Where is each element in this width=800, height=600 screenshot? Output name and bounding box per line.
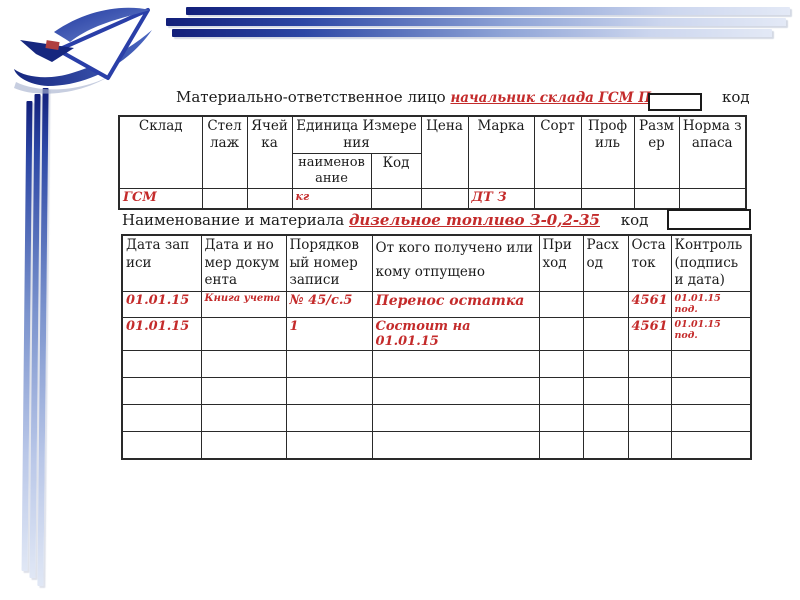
t2-r1-serial: № 45/с.5	[285, 290, 373, 318]
t2-r2-doc	[200, 316, 287, 351]
top-gradient-bar-1	[186, 7, 790, 15]
material-name-line: Наименование и материала дизельное топли…	[122, 211, 648, 229]
t2-r1-balance: 4561	[627, 290, 672, 318]
t1-header-rack: Стеллаж	[201, 115, 248, 190]
t1-value-cell	[246, 188, 293, 210]
t2-empty-row	[121, 430, 752, 460]
t2-header-balance: Остаток	[627, 234, 672, 292]
t1-value-unit-name: кг	[291, 188, 372, 210]
logo-lower-swoosh	[14, 30, 152, 86]
t2-empty-row	[121, 349, 752, 378]
material-name-label: Наименование и материала	[122, 211, 345, 229]
top-gradient-bar-2	[166, 18, 786, 26]
t1-header-cell: Ячейка	[246, 115, 293, 190]
t1-value-grade	[533, 188, 582, 210]
t2-empty-row	[121, 403, 752, 432]
logo-shadow-swoosh	[14, 72, 116, 94]
t1-value-size	[633, 188, 680, 210]
code-label-2: код	[620, 211, 649, 229]
t1-header-stock-norm: Норма запаса	[678, 115, 747, 190]
responsible-person-label: Материально-ответственное лицо	[176, 88, 446, 106]
t1-header-grade: Сорт	[533, 115, 582, 190]
t1-data-row: ГСМ кг ДТ З	[118, 188, 747, 210]
t2-header-counterparty: От кого получено или кому отпущено	[371, 234, 540, 292]
t2-data-row-1: 01.01.15 Книга учета № 45/с.5 Перенос ос…	[121, 290, 752, 318]
t1-header-profile: Профиль	[580, 115, 635, 190]
t1-value-rack	[201, 188, 248, 210]
code-entry-box-1	[648, 93, 702, 111]
t2-header-doc-date-number: Дата и номер документа	[200, 234, 287, 292]
top-gradient-bar-3	[172, 29, 772, 37]
t1-value-profile	[580, 188, 635, 210]
responsible-person-value: начальник склада ГСМ Петров	[450, 90, 702, 106]
t1-header-brand: Марка	[467, 115, 535, 190]
company-logo-icon	[14, 7, 152, 94]
t1-header-unit-code: Код	[370, 152, 422, 190]
t2-header-expense: Расход	[582, 234, 629, 292]
t2-r2-balance: 4561	[627, 316, 672, 351]
t1-header-unit-group: Единица Измерения	[291, 115, 422, 154]
logo-top-ribbon	[54, 7, 150, 42]
t2-r2-expense	[582, 316, 629, 351]
t1-header-warehouse: Склад	[118, 115, 203, 190]
movement-ledger-table: Дата записи Дата и номер документа Поряд…	[121, 234, 752, 461]
t1-header-price: Цена	[420, 115, 469, 190]
t2-header-control: Контроль (подпись и дата)	[670, 234, 752, 292]
t2-r1-income	[538, 290, 584, 318]
logo-bird-body	[20, 40, 74, 62]
material-name-value: дизельное топливо З-0,2-35	[348, 211, 600, 229]
t2-r2-counterparty: Состоит на 01.01.15	[371, 316, 540, 351]
code-entry-box-2	[667, 209, 751, 230]
t2-r1-control: 01.01.15 под.	[670, 290, 752, 318]
t2-header-row: Дата записи Дата и номер документа Поряд…	[121, 234, 752, 292]
t1-header-unit-name: наименование	[291, 152, 372, 190]
t2-r2-income	[538, 316, 584, 351]
t1-value-warehouse: ГСМ	[118, 188, 203, 210]
logo-red-accent	[45, 40, 60, 51]
t2-data-row-2: 01.01.15 1 Состоит на 01.01.15 4561 01.0…	[121, 316, 752, 351]
t2-r2-control: 01.01.15 под.	[670, 316, 752, 351]
code-label-1: код	[721, 88, 750, 106]
t2-r1-record-date: 01.01.15	[121, 290, 202, 318]
t2-r1-doc: Книга учета	[200, 290, 287, 318]
t2-header-record-date: Дата записи	[121, 234, 202, 292]
t2-r2-record-date: 01.01.15	[121, 316, 202, 351]
material-id-table: Склад Стеллаж Ячейка Единица Измерения Ц…	[118, 115, 748, 210]
t1-value-brand: ДТ З	[467, 188, 535, 210]
t1-value-unit-code	[370, 188, 422, 210]
t1-value-price	[420, 188, 469, 210]
t1-header-size: Размер	[633, 115, 680, 190]
logo-sail-triangle	[56, 8, 150, 80]
t2-header-serial-number: Порядковый номер записи	[285, 234, 373, 292]
responsible-person-line: Материально-ответственное лицо начальник…	[176, 88, 750, 106]
t1-value-stock-norm	[678, 188, 747, 210]
t2-r1-counterparty: Перенос остатка	[371, 290, 540, 318]
t2-empty-row	[121, 376, 752, 405]
t2-header-income: Приход	[538, 234, 584, 292]
t2-r1-expense	[582, 290, 629, 318]
t2-r2-serial: 1	[285, 316, 373, 351]
